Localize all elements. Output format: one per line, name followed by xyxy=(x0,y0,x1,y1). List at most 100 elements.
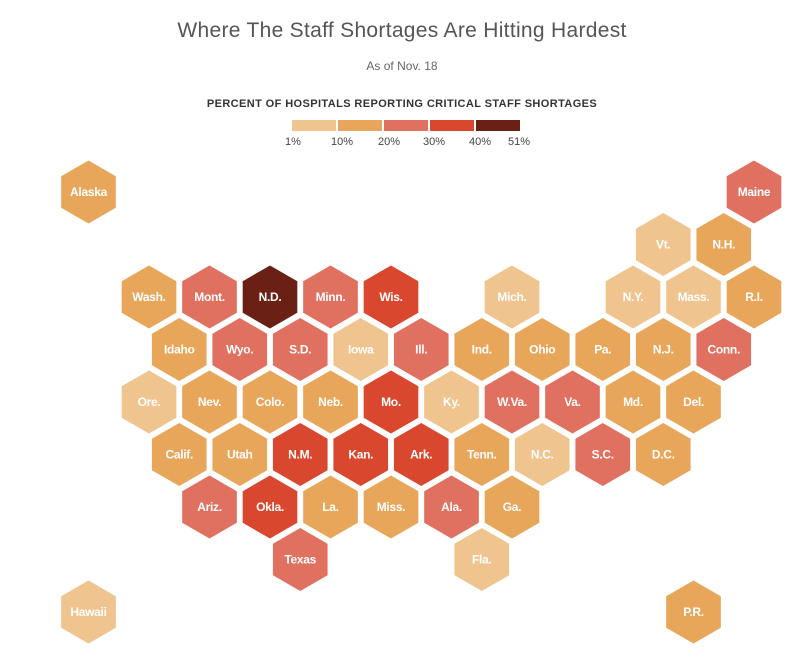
hex-ohio[interactable]: Ohio xyxy=(512,315,573,384)
hex-tile[interactable] xyxy=(663,367,724,437)
hex-n-c[interactable]: N.C. xyxy=(512,420,573,489)
hex-tile[interactable] xyxy=(300,262,361,332)
hex-md[interactable]: Md. xyxy=(603,367,663,437)
hex-tile[interactable] xyxy=(270,420,331,489)
hex-tile[interactable] xyxy=(482,367,542,437)
hex-ky[interactable]: Ky. xyxy=(421,367,482,437)
hex-tile[interactable] xyxy=(240,472,300,542)
hex-utah[interactable]: Utah xyxy=(209,420,270,489)
hex-ind[interactable]: Ind. xyxy=(451,315,512,384)
hex-mass[interactable]: Mass. xyxy=(663,262,724,332)
hex-miss[interactable]: Miss. xyxy=(361,472,421,542)
hex-wis[interactable]: Wis. xyxy=(361,262,421,332)
hex-w-va[interactable]: W.Va. xyxy=(482,367,542,437)
hex-neb[interactable]: Neb. xyxy=(300,367,361,437)
hex-tile[interactable] xyxy=(482,472,542,542)
hex-conn[interactable]: Conn. xyxy=(693,315,754,384)
hex-s-c[interactable]: S.C. xyxy=(572,420,633,489)
hex-n-m[interactable]: N.M. xyxy=(270,420,331,489)
hex-tile[interactable] xyxy=(119,262,179,332)
hex-tile[interactable] xyxy=(693,315,754,384)
hex-iowa[interactable]: Iowa xyxy=(330,315,391,384)
hex-tile[interactable] xyxy=(421,472,482,542)
hex-tile[interactable] xyxy=(179,367,240,437)
hex-ill[interactable]: Ill. xyxy=(391,315,452,384)
hex-tile[interactable] xyxy=(633,420,694,489)
hex-n-h[interactable]: N.H. xyxy=(693,210,754,279)
hex-r-i[interactable]: R.I. xyxy=(724,262,784,332)
hex-colo[interactable]: Colo. xyxy=(240,367,300,437)
hex-tile[interactable] xyxy=(693,210,754,279)
hex-mont[interactable]: Mont. xyxy=(179,262,240,332)
hex-tile[interactable] xyxy=(209,420,270,489)
hex-texas[interactable]: Texas xyxy=(270,525,331,594)
hex-mich[interactable]: Mich. xyxy=(482,262,542,332)
hex-tile[interactable] xyxy=(361,367,421,437)
hex-wash[interactable]: Wash. xyxy=(119,262,179,332)
hex-tile[interactable] xyxy=(330,315,391,384)
hex-alaska[interactable]: Alaska xyxy=(58,157,119,227)
hex-ga[interactable]: Ga. xyxy=(482,472,542,542)
hex-p-r[interactable]: P.R. xyxy=(663,577,724,647)
hex-tile[interactable] xyxy=(361,472,421,542)
hex-tile[interactable] xyxy=(603,367,663,437)
hex-wyo[interactable]: Wyo. xyxy=(209,315,270,384)
hex-mo[interactable]: Mo. xyxy=(361,367,421,437)
hex-kan[interactable]: Kan. xyxy=(330,420,391,489)
hex-tile[interactable] xyxy=(361,262,421,332)
hex-tile[interactable] xyxy=(270,315,331,384)
hex-tile[interactable] xyxy=(179,472,240,542)
hex-va[interactable]: Va. xyxy=(542,367,603,437)
hex-tile[interactable] xyxy=(391,420,452,489)
hex-idaho[interactable]: Idaho xyxy=(149,315,210,384)
hex-tile[interactable] xyxy=(542,367,603,437)
hex-tile[interactable] xyxy=(451,315,512,384)
hex-n-d[interactable]: N.D. xyxy=(240,262,300,332)
hex-tile[interactable] xyxy=(451,525,512,594)
hex-tile[interactable] xyxy=(58,157,119,227)
hex-ark[interactable]: Ark. xyxy=(391,420,452,489)
hex-minn[interactable]: Minn. xyxy=(300,262,361,332)
hex-tile[interactable] xyxy=(512,420,573,489)
hex-fla[interactable]: Fla. xyxy=(451,525,512,594)
hex-okla[interactable]: Okla. xyxy=(240,472,300,542)
hex-pa[interactable]: Pa. xyxy=(572,315,633,384)
hex-tile[interactable] xyxy=(482,262,542,332)
hex-tile[interactable] xyxy=(572,315,633,384)
hex-del[interactable]: Del. xyxy=(663,367,724,437)
hex-tile[interactable] xyxy=(119,367,179,437)
hex-tile[interactable] xyxy=(149,420,210,489)
hex-tile[interactable] xyxy=(240,262,300,332)
hex-tile[interactable] xyxy=(300,472,361,542)
hex-tile[interactable] xyxy=(572,420,633,489)
hex-d-c[interactable]: D.C. xyxy=(633,420,694,489)
hex-tile[interactable] xyxy=(391,315,452,384)
hex-nev[interactable]: Nev. xyxy=(179,367,240,437)
hex-s-d[interactable]: S.D. xyxy=(270,315,331,384)
hex-tile[interactable] xyxy=(240,367,300,437)
hex-tile[interactable] xyxy=(179,262,240,332)
hex-tile[interactable] xyxy=(633,210,694,279)
hex-tile[interactable] xyxy=(603,262,663,332)
hex-tile[interactable] xyxy=(421,367,482,437)
hex-tile[interactable] xyxy=(149,315,210,384)
hex-tile[interactable] xyxy=(330,420,391,489)
hex-n-j[interactable]: N.J. xyxy=(633,315,694,384)
hex-tile[interactable] xyxy=(58,577,119,647)
hex-tile[interactable] xyxy=(512,315,573,384)
hex-ala[interactable]: Ala. xyxy=(421,472,482,542)
hex-vt[interactable]: Vt. xyxy=(633,210,694,279)
hex-maine[interactable]: Maine xyxy=(724,157,784,227)
hex-tile[interactable] xyxy=(451,420,512,489)
hex-tile[interactable] xyxy=(633,315,694,384)
hex-la[interactable]: La. xyxy=(300,472,361,542)
hex-tile[interactable] xyxy=(300,367,361,437)
hex-tenn[interactable]: Tenn. xyxy=(451,420,512,489)
hex-tile[interactable] xyxy=(270,525,331,594)
hex-calif[interactable]: Calif. xyxy=(149,420,210,489)
hex-hawaii[interactable]: Hawaii xyxy=(58,577,119,647)
hex-ariz[interactable]: Ariz. xyxy=(179,472,240,542)
hex-tile[interactable] xyxy=(724,262,784,332)
hex-tile[interactable] xyxy=(724,157,784,227)
hex-tile[interactable] xyxy=(209,315,270,384)
